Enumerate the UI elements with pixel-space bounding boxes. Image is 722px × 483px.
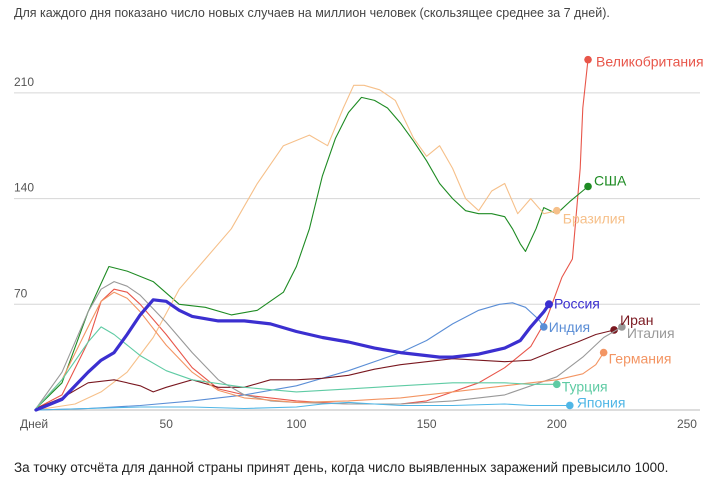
- series-2-label: Бразилия: [563, 211, 625, 227]
- x-axis-label: Дней: [20, 417, 48, 431]
- series-3-label: Россия: [554, 295, 600, 311]
- series-8-label: Турция: [562, 378, 608, 394]
- series-1-end-marker: [584, 182, 592, 191]
- series-1-line: [35, 96, 589, 410]
- series-9-end-marker: [566, 401, 574, 410]
- series-4-end-marker: [539, 323, 548, 331]
- chart-subtitle: Для каждого дня показано число новых слу…: [14, 6, 610, 20]
- grid-layer: [14, 92, 700, 305]
- x-tick-label: 150: [417, 417, 437, 431]
- series-7-label: Германия: [609, 351, 672, 367]
- x-tick-label: 200: [547, 417, 567, 431]
- series-6-line: [35, 281, 623, 410]
- series-1-label: США: [594, 172, 627, 188]
- series-9-label: Япония: [577, 394, 626, 410]
- series-7-line: [35, 291, 605, 410]
- series-2-line: [35, 84, 558, 411]
- series-5-line: [35, 329, 615, 410]
- series-labels: Великобритания США Бразилия Индия ИранИталия…: [549, 54, 704, 411]
- series-9-line: [35, 401, 571, 411]
- series-layer: [34, 55, 626, 412]
- line-chart: 70 140 210 50 100 150 200 250 Дней Великобрита…: [14, 54, 704, 431]
- series-0-end-marker: [584, 55, 592, 64]
- series-3-line: [34, 298, 551, 412]
- x-tick-label: 250: [677, 417, 697, 431]
- y-tick-labels: 70 140 210: [14, 75, 34, 300]
- series-6-end-marker: [618, 323, 626, 331]
- x-tick-label: 50: [160, 417, 174, 431]
- series-3-end-marker: [544, 300, 553, 309]
- y-tick-label: 70: [14, 286, 28, 300]
- x-tick-label: 100: [286, 417, 306, 431]
- y-tick-label: 210: [14, 75, 34, 89]
- series-4-line: [35, 302, 545, 411]
- chart-footnote: За точку отсчёта для данной страны приня…: [14, 460, 669, 475]
- series-7-end-marker: [599, 348, 608, 357]
- series-4-label: Индия: [549, 319, 590, 335]
- y-tick-label: 140: [14, 181, 34, 195]
- series-5-label: Иран: [620, 312, 653, 328]
- series-6-label: Италия: [627, 325, 675, 341]
- series-0-label: Великобритания: [596, 54, 704, 70]
- series-0-line: [35, 59, 589, 410]
- series-8-line: [35, 326, 558, 410]
- x-tick-labels: 50 100 150 200 250: [160, 417, 698, 431]
- series-5-end-marker: [610, 326, 618, 334]
- series-2-end-marker: [552, 206, 561, 215]
- series-8-end-marker: [552, 380, 561, 389]
